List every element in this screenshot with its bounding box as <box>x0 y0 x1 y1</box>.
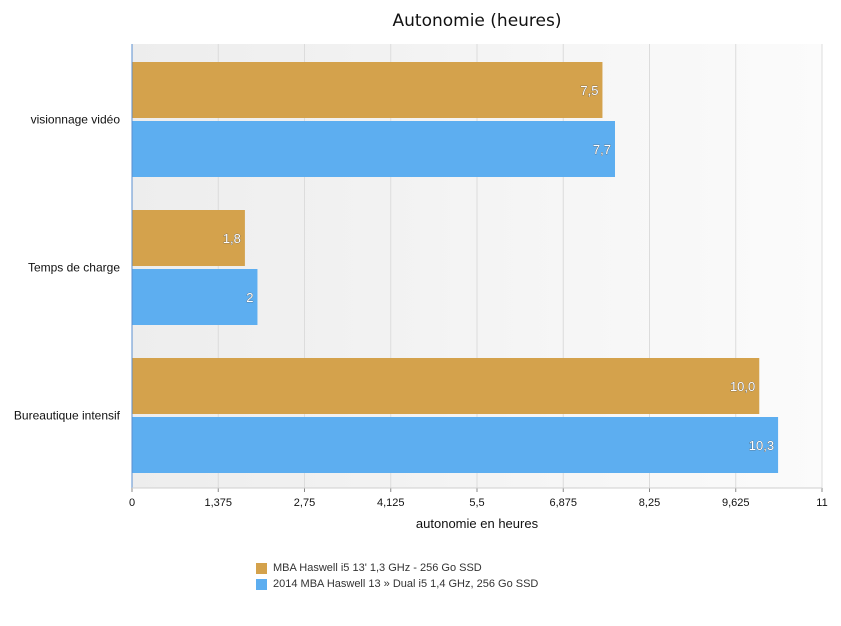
x-tick-label: 1,375 <box>204 497 232 509</box>
x-tick-labels: 0 1,375 2,75 4,125 5,5 6,875 8,25 9,625 11 <box>129 497 828 509</box>
x-tick-label: 4,125 <box>377 497 405 509</box>
category-label: Bureautique intensif <box>14 409 121 423</box>
bars: 7,5 7,7 1,8 2 10,0 10,3 <box>132 62 779 473</box>
data-label: 10,0 <box>730 379 755 394</box>
x-tick-label: 9,625 <box>722 497 750 509</box>
category-labels: visionnage vidéo Temps de charge Bureautiq… <box>14 113 121 423</box>
x-tick-label: 11 <box>816 497 827 509</box>
category-label: visionnage vidéo <box>31 113 121 127</box>
bar <box>132 210 245 266</box>
data-label: 1,8 <box>223 231 241 246</box>
legend-label: 2014 MBA Haswell 13 » Dual i5 1,4 GHz, 2… <box>273 578 539 590</box>
legend: MBA Haswell i5 13' 1,3 GHz - 256 Go SSD … <box>256 560 538 592</box>
x-tick-label: 0 <box>129 497 135 509</box>
bar <box>132 417 779 473</box>
x-tick-label: 5,5 <box>469 497 484 509</box>
legend-label: MBA Haswell i5 13' 1,3 GHz - 256 Go SSD <box>273 562 482 574</box>
legend-swatch <box>256 562 267 574</box>
x-tick-label: 8,25 <box>639 497 660 509</box>
category-label: Temps de charge <box>28 261 120 275</box>
legend-item: MBA Haswell i5 13' 1,3 GHz - 256 Go SSD <box>256 560 538 576</box>
data-label: 10,3 <box>749 438 774 453</box>
bar <box>132 269 258 325</box>
data-label: 2 <box>246 290 253 305</box>
legend-swatch <box>256 578 267 590</box>
data-label: 7,7 <box>593 142 611 157</box>
data-label: 7,5 <box>580 83 598 98</box>
bar <box>132 62 603 118</box>
bar <box>132 358 760 414</box>
x-tick-label: 2,75 <box>294 497 315 509</box>
chart-title: Autonomie (heures) <box>393 11 562 31</box>
x-axis-title: autonomie en heures <box>416 516 539 531</box>
bar <box>132 121 615 177</box>
x-tick-label: 6,875 <box>549 497 577 509</box>
legend-item: 2014 MBA Haswell 13 » Dual i5 1,4 GHz, 2… <box>256 576 538 592</box>
